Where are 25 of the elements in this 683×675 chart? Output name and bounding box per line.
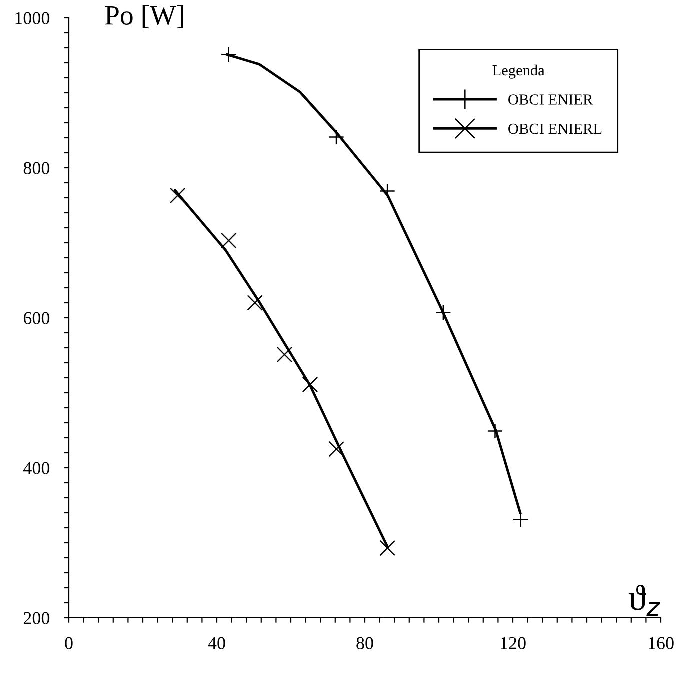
point — [436, 304, 452, 321]
x-tick-label: 0 — [65, 637, 73, 650]
point — [328, 441, 344, 458]
x-tick-label: 80 — [356, 637, 374, 650]
y-axis-title: Po [W] — [105, 5, 184, 28]
point — [247, 295, 264, 311]
y-tick-label: 200 — [24, 612, 50, 624]
x-tick-label: 160 — [649, 637, 674, 650]
y-tick-label: 400 — [24, 462, 50, 474]
legend-label: OBCI ENIER — [508, 94, 594, 105]
point — [220, 232, 237, 249]
point — [328, 129, 344, 146]
legend-label: OBCI ENIERL — [508, 124, 602, 134]
y-tick-label: 1000 — [16, 12, 50, 24]
point — [380, 540, 396, 556]
x-axis-title: ϑ$_{z}$ — [628, 585, 660, 616]
x-tick-label: 40 — [208, 637, 226, 650]
point — [380, 183, 396, 200]
y-tick-label: 600 — [24, 312, 50, 324]
y-tick-label: 800 — [24, 162, 50, 174]
point — [302, 376, 318, 393]
point — [276, 346, 293, 363]
x-tick-label: 120 — [501, 637, 526, 650]
point — [170, 188, 186, 204]
legend-title: Legenda — [492, 64, 545, 79]
